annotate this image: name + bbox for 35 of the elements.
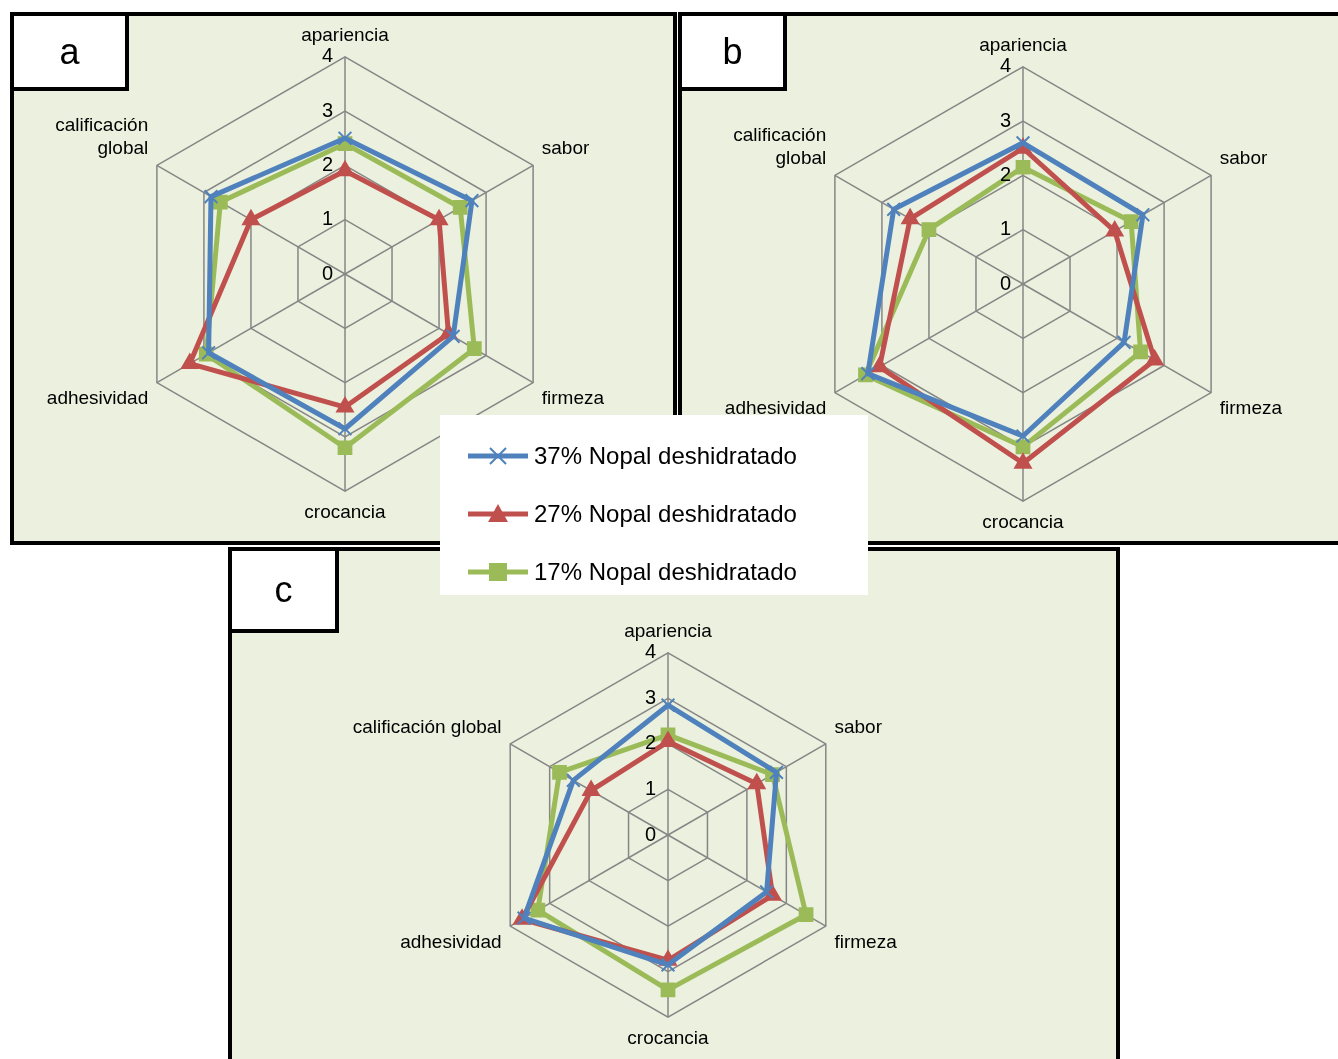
y-tick-label: 4 — [321, 44, 333, 67]
y-tick-label: 1 — [999, 217, 1011, 240]
spoke-label: adhesividad — [46, 387, 149, 409]
y-tick-label: 2 — [321, 152, 333, 175]
y-tick-label: 0 — [644, 822, 656, 845]
spoke-label: apariencia — [979, 33, 1068, 55]
y-tick-label: 0 — [999, 271, 1011, 294]
y-tick-label: 2 — [644, 731, 656, 754]
legend-label: 37% Nopal deshidratado — [534, 442, 797, 470]
spoke-label: firmeza — [834, 930, 898, 952]
spoke-label: crocancia — [982, 510, 1065, 532]
y-tick-label: 4 — [644, 640, 656, 663]
spoke-label: apariencia — [624, 619, 713, 641]
spoke-label: calificación global — [352, 715, 502, 737]
y-tick-label: 3 — [999, 108, 1011, 131]
spoke-label: sabor — [1219, 147, 1268, 169]
spoke-label: crocancia — [627, 1026, 710, 1048]
spoke-label: crocancia — [304, 500, 387, 522]
y-tick-label: 1 — [644, 776, 656, 799]
spoke-label: sabor — [834, 715, 883, 737]
y-tick-label: 3 — [644, 685, 656, 708]
spoke-label: calificación global — [733, 124, 827, 169]
y-tick-label: 3 — [321, 98, 333, 121]
spoke-label: firmeza — [541, 387, 605, 409]
legend-label: 27% Nopal deshidratado — [534, 500, 797, 528]
spoke-label: adhesividad — [400, 930, 502, 952]
spoke-label: apariencia — [301, 23, 390, 45]
legend-label: 17% Nopal deshidratado — [534, 558, 797, 586]
y-tick-label: 4 — [999, 54, 1011, 77]
spoke-label: sabor — [541, 137, 590, 159]
spoke-label: firmeza — [1219, 397, 1283, 419]
spoke-label: adhesividad — [724, 397, 827, 419]
y-tick-label: 0 — [321, 261, 333, 284]
y-tick-label: 1 — [321, 207, 333, 230]
spoke-label: calificación global — [55, 114, 149, 159]
